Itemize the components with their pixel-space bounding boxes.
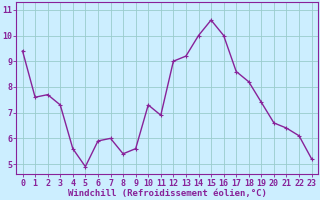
X-axis label: Windchill (Refroidissement éolien,°C): Windchill (Refroidissement éolien,°C) (68, 189, 267, 198)
